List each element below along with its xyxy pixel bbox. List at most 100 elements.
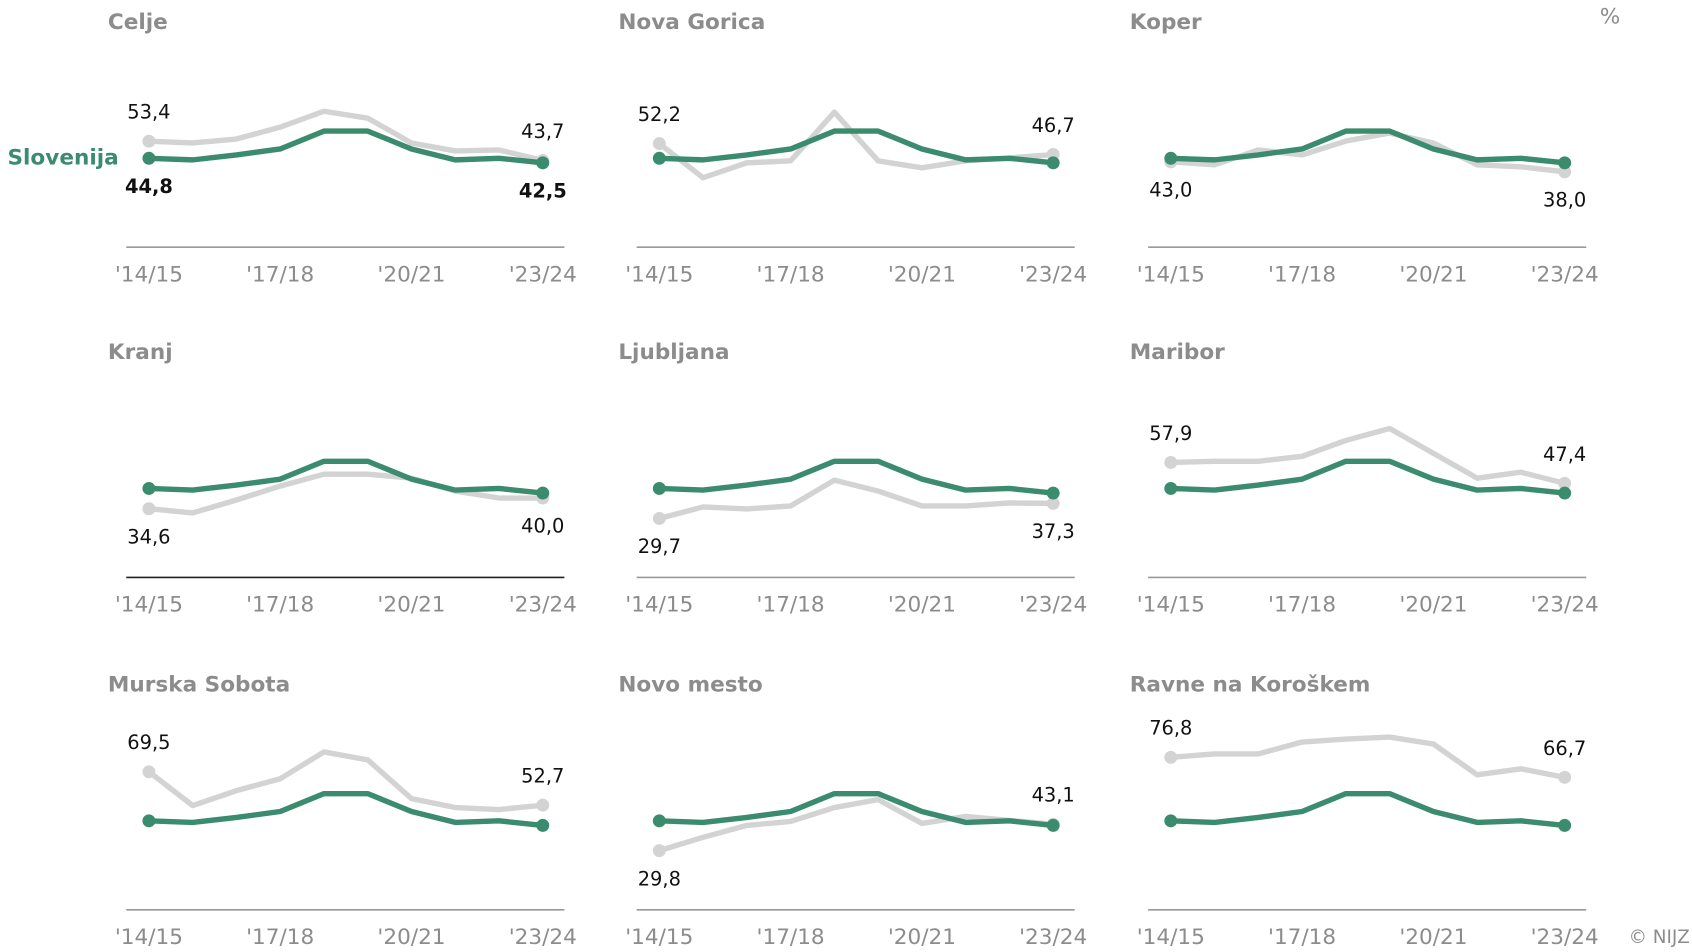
- source: © NIJZ: [1629, 927, 1690, 948]
- point: [142, 482, 156, 495]
- panel-title: Ravne na Koroškem: [1130, 672, 1371, 697]
- point: [142, 151, 156, 165]
- panel-title: Maribor: [1130, 340, 1225, 365]
- series-line: [658, 796, 1054, 854]
- panel-title: Ljubljana: [618, 340, 729, 365]
- point: [536, 156, 550, 170]
- x-tick-label: '17/18: [757, 925, 825, 950]
- point: [652, 151, 666, 165]
- x-tick-label: '14/15: [625, 592, 693, 617]
- panel-title: Nova Gorica: [618, 10, 765, 35]
- x-tick-label: '14/15: [1137, 925, 1205, 950]
- value-label: 34,6: [127, 525, 170, 548]
- point: [1558, 770, 1572, 784]
- point: [1164, 151, 1178, 165]
- x-tick-label: '20/21: [888, 592, 956, 617]
- point: [1558, 486, 1572, 500]
- x-tick-label: '23/24: [1531, 592, 1599, 617]
- series-line: [1170, 425, 1566, 486]
- series-line: [147, 749, 544, 813]
- x-tick-label: '23/24: [509, 262, 577, 287]
- point: [652, 814, 666, 828]
- x-tick-label: '17/18: [1268, 925, 1336, 950]
- series-line: [1170, 790, 1565, 829]
- value-label: 57,9: [1149, 422, 1192, 445]
- series-line: [148, 790, 544, 829]
- x-tick-label: '20/21: [377, 925, 445, 950]
- series-line: [1170, 130, 1565, 175]
- x-tick-label: '17/18: [757, 262, 825, 287]
- x-tick-label: '17/18: [246, 592, 314, 617]
- x-tick-label: '20/21: [888, 262, 956, 287]
- panel-title: Koper: [1130, 10, 1202, 35]
- value-label: 69,5: [127, 731, 170, 754]
- point: [652, 137, 666, 151]
- legend-label: Slovenija: [8, 145, 119, 170]
- value-label: 52,2: [638, 103, 681, 126]
- value-label: 29,7: [638, 535, 681, 558]
- point: [652, 844, 666, 858]
- x-tick-label: '17/18: [757, 592, 825, 617]
- series-line: [148, 458, 544, 496]
- value-label: 52,7: [521, 765, 564, 788]
- point: [536, 798, 550, 812]
- value-label: 66,7: [1543, 737, 1586, 760]
- x-tick-label: '14/15: [625, 925, 693, 950]
- value-label: 43,1: [1032, 784, 1075, 807]
- value-label: 47,4: [1543, 443, 1586, 466]
- value-label: 38,0: [1543, 188, 1586, 211]
- point: [652, 511, 666, 525]
- value-label: 44,8: [125, 175, 173, 198]
- x-tick-label: '17/18: [1268, 262, 1336, 287]
- x-tick-label: '17/18: [1268, 592, 1336, 617]
- x-tick-label: '23/24: [1531, 925, 1599, 950]
- value-label: 43,0: [1149, 178, 1192, 201]
- value-label: 37,3: [1032, 520, 1075, 543]
- value-label: 42,5: [519, 179, 567, 202]
- x-tick-label: '14/15: [115, 925, 183, 950]
- point: [1558, 476, 1572, 490]
- panel-title: Novo mesto: [618, 672, 762, 697]
- value-label: 43,7: [521, 120, 564, 143]
- x-tick-label: '14/15: [115, 262, 183, 287]
- point: [1558, 818, 1572, 832]
- x-tick-label: '23/24: [509, 592, 577, 617]
- x-tick-label: '23/24: [1019, 262, 1087, 287]
- point: [1164, 814, 1178, 828]
- point: [1558, 156, 1572, 170]
- value-label: 53,4: [127, 101, 170, 124]
- point: [652, 482, 666, 495]
- panel-title: Kranj: [108, 340, 173, 365]
- x-tick-label: '17/18: [246, 262, 314, 287]
- series-line: [659, 128, 1054, 166]
- x-tick-label: '20/21: [888, 925, 956, 950]
- series-line: [148, 128, 544, 166]
- point: [536, 486, 550, 500]
- series-line: [1170, 734, 1566, 781]
- x-tick-label: '14/15: [115, 592, 183, 617]
- x-tick-label: '14/15: [1137, 592, 1205, 617]
- value-label: 76,8: [1149, 717, 1192, 740]
- x-tick-label: '20/21: [377, 262, 445, 287]
- series-line: [659, 790, 1054, 829]
- series-line: [657, 109, 1054, 181]
- value-label: 29,8: [638, 867, 681, 890]
- point: [536, 818, 550, 832]
- point: [142, 502, 156, 516]
- point: [1046, 486, 1060, 500]
- x-tick-label: '23/24: [1019, 592, 1087, 617]
- point: [1558, 165, 1572, 179]
- point: [1164, 750, 1178, 764]
- series-line: [148, 471, 543, 516]
- panel-title: Murska Sobota: [108, 672, 290, 697]
- value-label: 40,0: [521, 515, 564, 538]
- panel-title: Celje: [108, 10, 168, 35]
- x-tick-label: '23/24: [1019, 925, 1087, 950]
- point: [1046, 496, 1060, 510]
- x-tick-label: '23/24: [1531, 262, 1599, 287]
- unit-label: %: [1600, 4, 1621, 29]
- series-line: [148, 108, 544, 164]
- x-tick-label: '20/21: [1399, 925, 1467, 950]
- series-line: [658, 477, 1054, 522]
